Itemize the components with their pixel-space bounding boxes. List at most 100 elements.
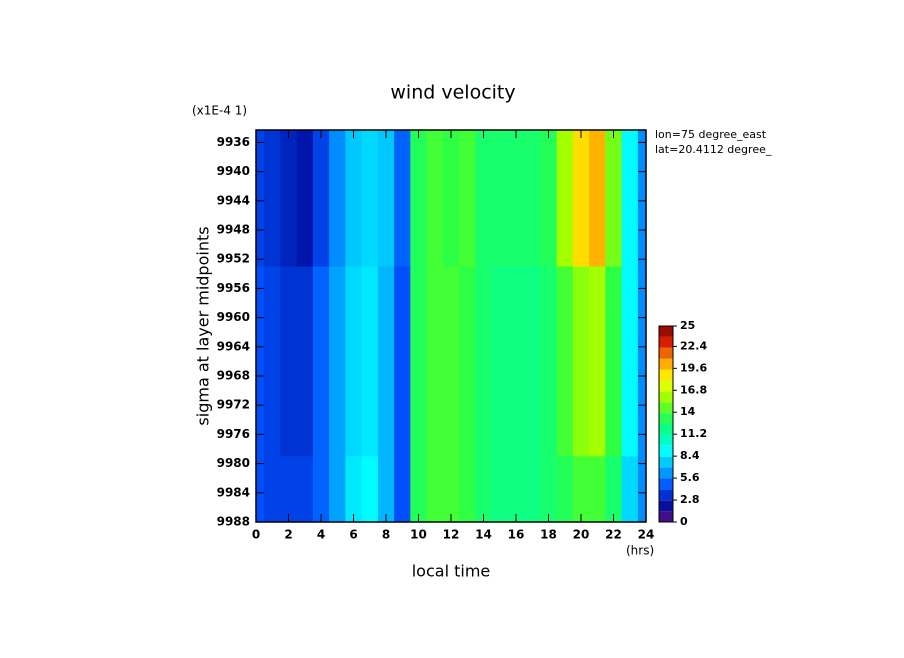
- y-tick-label: 9948: [217, 223, 250, 237]
- contour-cell: [296, 266, 314, 457]
- contour-cell: [329, 130, 346, 268]
- contour-cell: [426, 130, 444, 268]
- contour-cell: [394, 130, 411, 268]
- x-unit: (hrs): [626, 544, 654, 558]
- contour-cell: [256, 130, 265, 268]
- y-tick-label: 9956: [217, 281, 250, 295]
- x-tick-label: 16: [508, 528, 525, 542]
- y-tick-label: 9964: [217, 339, 250, 353]
- y-tick-label: 9940: [217, 164, 250, 178]
- contour-cell: [394, 266, 411, 457]
- x-tick-label: 24: [638, 528, 655, 542]
- contour-cell: [410, 130, 428, 268]
- colorbar-band: [659, 456, 673, 468]
- colorbar-band: [659, 511, 673, 522]
- colorbar-frame: [658, 325, 674, 523]
- colorbar-band: [659, 445, 673, 457]
- colorbar-band: [659, 413, 673, 424]
- y-tick-label: 9980: [217, 456, 250, 470]
- contour-cell: [426, 456, 444, 523]
- contour-cell: [410, 266, 428, 457]
- contour-cell: [329, 456, 346, 523]
- contour-cell: [637, 456, 647, 523]
- contour-cell: [491, 266, 509, 457]
- contour-cell: [605, 456, 623, 523]
- contour-cell: [507, 266, 525, 457]
- contour-cell: [256, 266, 265, 457]
- contour-cell: [556, 130, 574, 268]
- x-tick-label: 20: [573, 528, 590, 542]
- contour-cell: [312, 456, 330, 523]
- y-scale-note: (x1E-4 1): [192, 104, 247, 118]
- contour-cell: [507, 456, 525, 523]
- contour-cell: [296, 130, 314, 268]
- colorbar-band: [659, 434, 673, 446]
- contour-cell: [540, 456, 558, 523]
- contour-cell: [475, 456, 493, 523]
- contour-cell: [264, 130, 281, 268]
- colorbar-band: [659, 336, 673, 348]
- y-tick-label: 9968: [217, 369, 250, 383]
- contour-cell: [459, 456, 476, 523]
- y-tick-label: 9944: [217, 193, 250, 207]
- x-tick-label: 2: [284, 528, 292, 542]
- x-tick-label: 12: [443, 528, 460, 542]
- colorbar-band: [659, 489, 673, 501]
- contour-cell: [524, 266, 541, 457]
- colorbar-band: [659, 424, 673, 435]
- colorbar-band: [659, 380, 673, 392]
- y-tick-label: 9988: [217, 515, 250, 529]
- contour-cell: [589, 456, 606, 523]
- x-tick-label: 18: [540, 528, 557, 542]
- colorbar-tick-label: 22.4: [680, 339, 707, 352]
- contour-cell: [524, 130, 541, 268]
- colorbar-band: [659, 369, 673, 381]
- y-axis-label: sigma at layer midpoints: [194, 226, 213, 425]
- y-tick-label: 9976: [217, 427, 250, 441]
- colorbar-band: [659, 500, 673, 512]
- contour-cell: [280, 266, 298, 457]
- contour-cell: [556, 456, 574, 523]
- x-tick-label: 6: [349, 528, 357, 542]
- contour-cell: [377, 456, 395, 523]
- y-tick-label: 9952: [217, 252, 250, 266]
- colorbar-band: [659, 478, 673, 490]
- chart-title: wind velocity: [390, 82, 515, 104]
- colorbar-band: [659, 402, 673, 414]
- contour-cell: [345, 456, 363, 523]
- contour-cell: [280, 456, 298, 523]
- annotation: lat=20.4112 degree_: [655, 143, 772, 156]
- x-tick-label: 14: [475, 528, 492, 542]
- contour-cell: [621, 130, 639, 268]
- contour-cell: [329, 266, 346, 457]
- contour-cell: [312, 266, 330, 457]
- contour-cell: [540, 266, 558, 457]
- contour-cell: [540, 130, 558, 268]
- contour-cell: [605, 266, 623, 457]
- contour-cell: [621, 456, 639, 523]
- contour-cell: [491, 130, 509, 268]
- contour-cell: [377, 266, 395, 457]
- colorbar-tick-label: 2.8: [680, 493, 700, 506]
- contour-cell: [637, 266, 647, 457]
- contour-cell: [572, 266, 590, 457]
- contour-cell: [264, 266, 281, 457]
- y-tick-label: 9984: [217, 485, 250, 499]
- x-tick-label: 10: [410, 528, 427, 542]
- colorbar-tick-label: 14: [680, 405, 696, 418]
- contour-cell: [361, 130, 379, 268]
- contour-cell: [475, 130, 493, 268]
- contour-cell: [605, 130, 623, 268]
- contour-cell: [621, 266, 639, 457]
- contour-cell: [256, 456, 265, 523]
- colorbar-tick-label: 5.6: [680, 471, 700, 484]
- contour-cell: [312, 130, 330, 268]
- contour-cell: [637, 130, 647, 268]
- colorbar-band: [659, 326, 673, 337]
- annotation: lon=75 degree_east: [655, 128, 767, 141]
- colorbar-tick-label: 0: [680, 515, 688, 528]
- contour-cell: [442, 130, 460, 268]
- contour-cell: [491, 456, 509, 523]
- contour-cell: [442, 266, 460, 457]
